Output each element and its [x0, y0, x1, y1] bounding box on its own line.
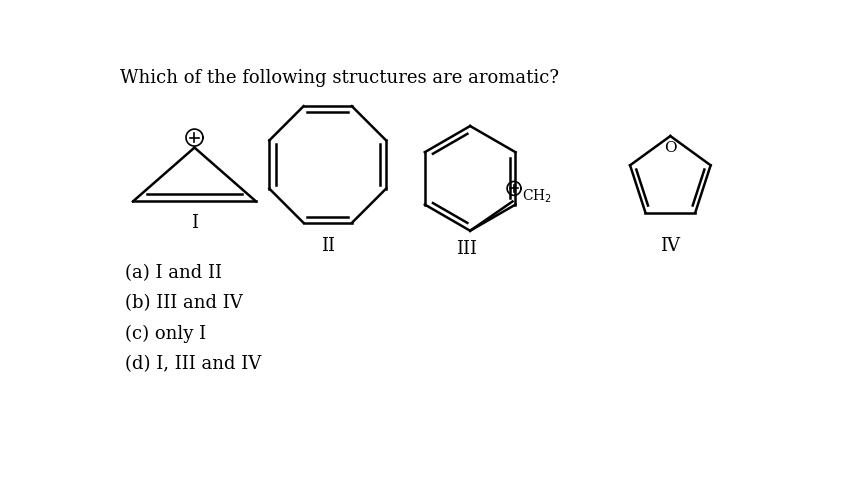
Text: (b) III and IV: (b) III and IV: [125, 293, 243, 311]
Text: IV: IV: [661, 237, 680, 255]
Text: (a) I and II: (a) I and II: [125, 264, 222, 282]
Text: I: I: [191, 214, 198, 232]
Text: (d) I, III and IV: (d) I, III and IV: [125, 354, 261, 372]
Text: III: III: [456, 239, 477, 257]
Text: (c) only I: (c) only I: [125, 324, 206, 342]
Text: CH$_2$: CH$_2$: [522, 187, 552, 204]
Text: O: O: [664, 141, 677, 155]
Text: Which of the following structures are aromatic?: Which of the following structures are ar…: [120, 69, 559, 87]
Text: II: II: [321, 237, 335, 255]
